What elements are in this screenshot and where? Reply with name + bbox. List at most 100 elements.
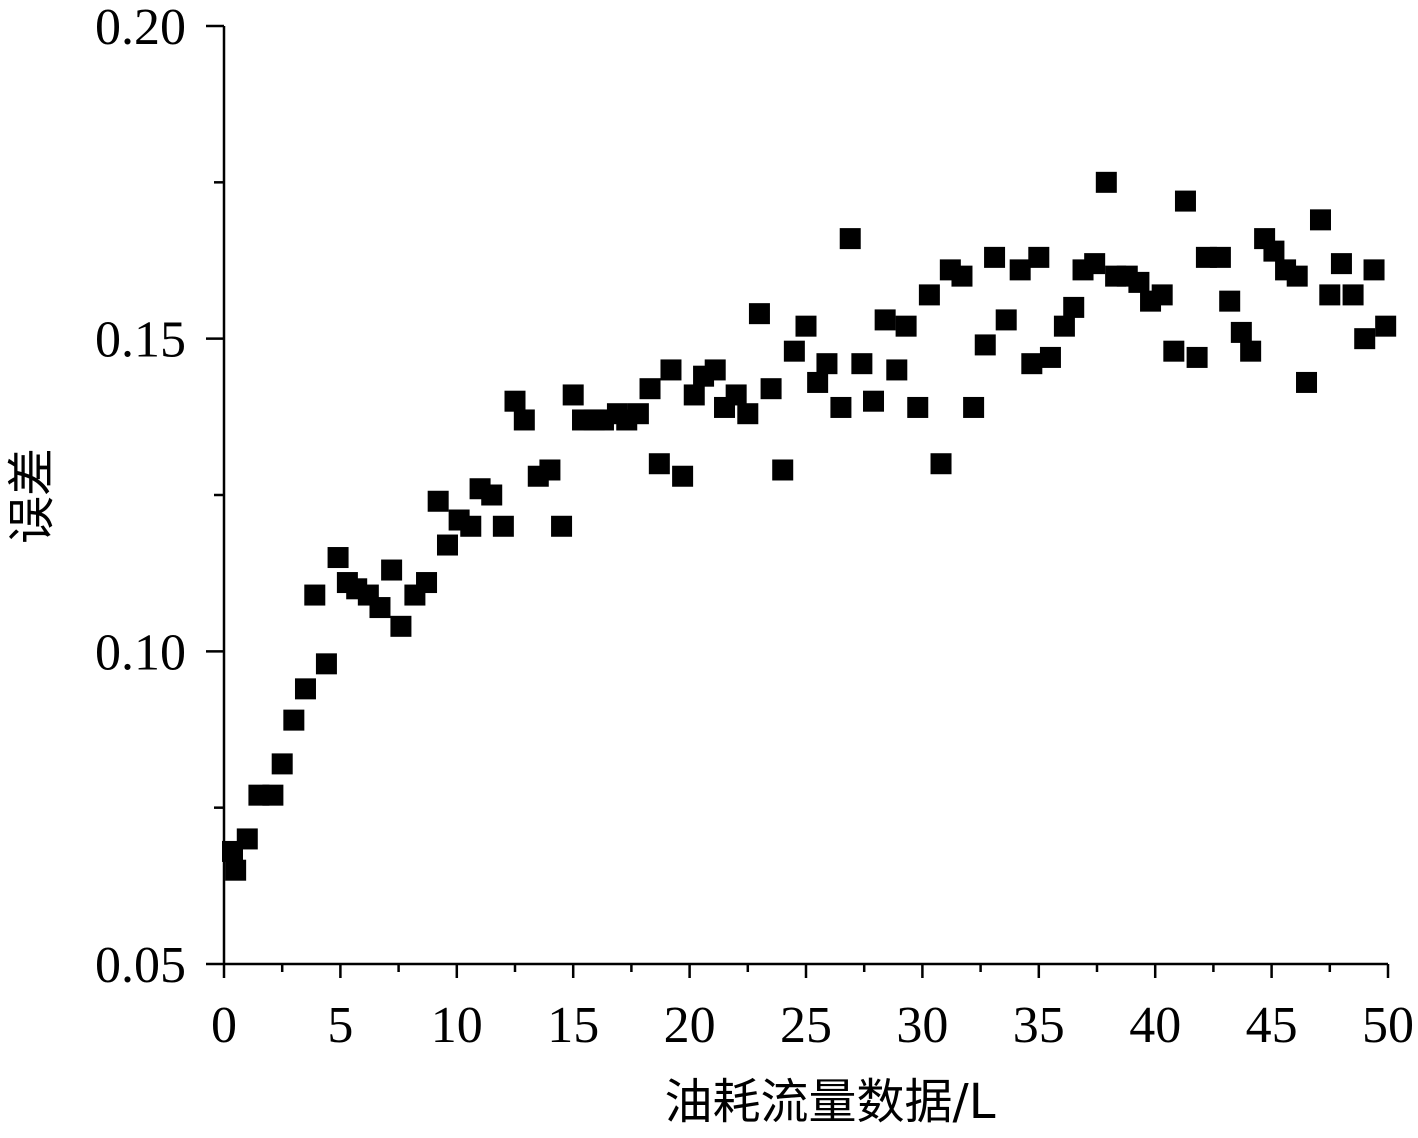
data-point: [851, 353, 873, 375]
data-point: [1063, 296, 1085, 318]
data-point: [390, 615, 412, 637]
x-tick-label: 35: [1013, 997, 1065, 1054]
data-point: [1363, 259, 1385, 281]
data-point: [1009, 259, 1031, 281]
x-tick-label: 40: [1129, 997, 1181, 1054]
data-point: [513, 409, 535, 431]
data-point: [627, 403, 649, 425]
axis-ticks: [206, 24, 1390, 978]
data-point: [795, 315, 817, 337]
data-point: [639, 378, 661, 400]
data-point: [1163, 340, 1185, 362]
data-point: [783, 340, 805, 362]
data-point: [1286, 265, 1308, 287]
y-tick-labels: 0.05 0.10 0.15 0.20: [95, 0, 186, 994]
data-point: [725, 384, 747, 406]
x-axis-title: 油耗流量数据/L: [665, 1074, 996, 1130]
data-point: [772, 459, 794, 481]
x-tick-label: 0: [211, 997, 237, 1054]
data-point: [704, 359, 726, 381]
data-point: [760, 378, 782, 400]
data-point: [1309, 209, 1331, 231]
data-point: [886, 359, 908, 381]
data-point: [748, 303, 770, 325]
x-tick-label: 30: [896, 997, 948, 1054]
data-point: [951, 265, 973, 287]
data-point: [304, 584, 326, 606]
data-point: [1240, 340, 1262, 362]
data-point: [918, 284, 940, 306]
data-point: [672, 465, 694, 487]
data-point: [1039, 346, 1061, 368]
y-tick-label: 0.20: [95, 0, 186, 56]
data-point: [271, 753, 293, 775]
data-point: [236, 828, 258, 850]
data-point: [807, 371, 829, 393]
data-point: [660, 359, 682, 381]
y-tick-label: 0.05: [95, 937, 186, 994]
data-point: [225, 859, 247, 881]
data-point: [1230, 321, 1252, 343]
data-point: [1151, 284, 1173, 306]
y-axis-title: 误差: [4, 448, 60, 544]
data-point: [930, 453, 952, 475]
data-point: [1174, 190, 1196, 212]
data-point: [995, 309, 1017, 331]
x-tick-label: 50: [1362, 997, 1414, 1054]
data-point: [1028, 246, 1050, 268]
y-tick-label: 0.15: [95, 312, 186, 369]
data-point: [427, 490, 449, 512]
x-tick-label: 45: [1246, 997, 1298, 1054]
data-point: [683, 384, 705, 406]
y-tick-label: 0.10: [95, 624, 186, 681]
data-point: [492, 515, 514, 537]
data-point: [436, 534, 458, 556]
data-point: [283, 709, 305, 731]
data-point: [539, 459, 561, 481]
data-point: [874, 309, 896, 331]
data-point: [294, 678, 316, 700]
data-point: [416, 572, 438, 594]
data-point: [1296, 371, 1318, 393]
data-point: [481, 484, 503, 506]
data-point: [830, 396, 852, 418]
data-point: [895, 315, 917, 337]
data-point: [984, 246, 1006, 268]
x-tick-label: 5: [327, 997, 353, 1054]
data-point: [1319, 284, 1341, 306]
data-point: [816, 353, 838, 375]
data-point: [974, 334, 996, 356]
data-point: [1084, 253, 1106, 275]
data-point: [737, 403, 759, 425]
x-tick-label: 25: [780, 997, 832, 1054]
data-point: [1375, 315, 1397, 337]
data-point: [551, 515, 573, 537]
data-point: [863, 390, 885, 412]
data-point: [562, 384, 584, 406]
data-point: [963, 396, 985, 418]
data-point: [1354, 328, 1376, 350]
data-points: [222, 171, 1397, 881]
data-point: [1053, 315, 1075, 337]
data-point: [839, 228, 861, 250]
data-point: [1263, 240, 1285, 262]
x-tick-label: 15: [547, 997, 599, 1054]
x-tick-labels: 0 5 10 15 20 25 30 35 40 45 50: [211, 997, 1414, 1054]
x-tick-label: 10: [431, 997, 483, 1054]
data-point: [1095, 171, 1117, 193]
data-point: [460, 515, 482, 537]
data-point: [1209, 246, 1231, 268]
x-tick-label: 20: [664, 997, 716, 1054]
data-point: [1330, 253, 1352, 275]
data-point: [262, 784, 284, 806]
data-point: [1186, 346, 1208, 368]
data-point: [1342, 284, 1364, 306]
data-point: [1128, 271, 1150, 293]
data-point: [315, 653, 337, 675]
data-point: [907, 396, 929, 418]
data-point: [504, 390, 526, 412]
data-point: [381, 559, 403, 581]
data-point: [327, 547, 349, 569]
data-point: [648, 453, 670, 475]
